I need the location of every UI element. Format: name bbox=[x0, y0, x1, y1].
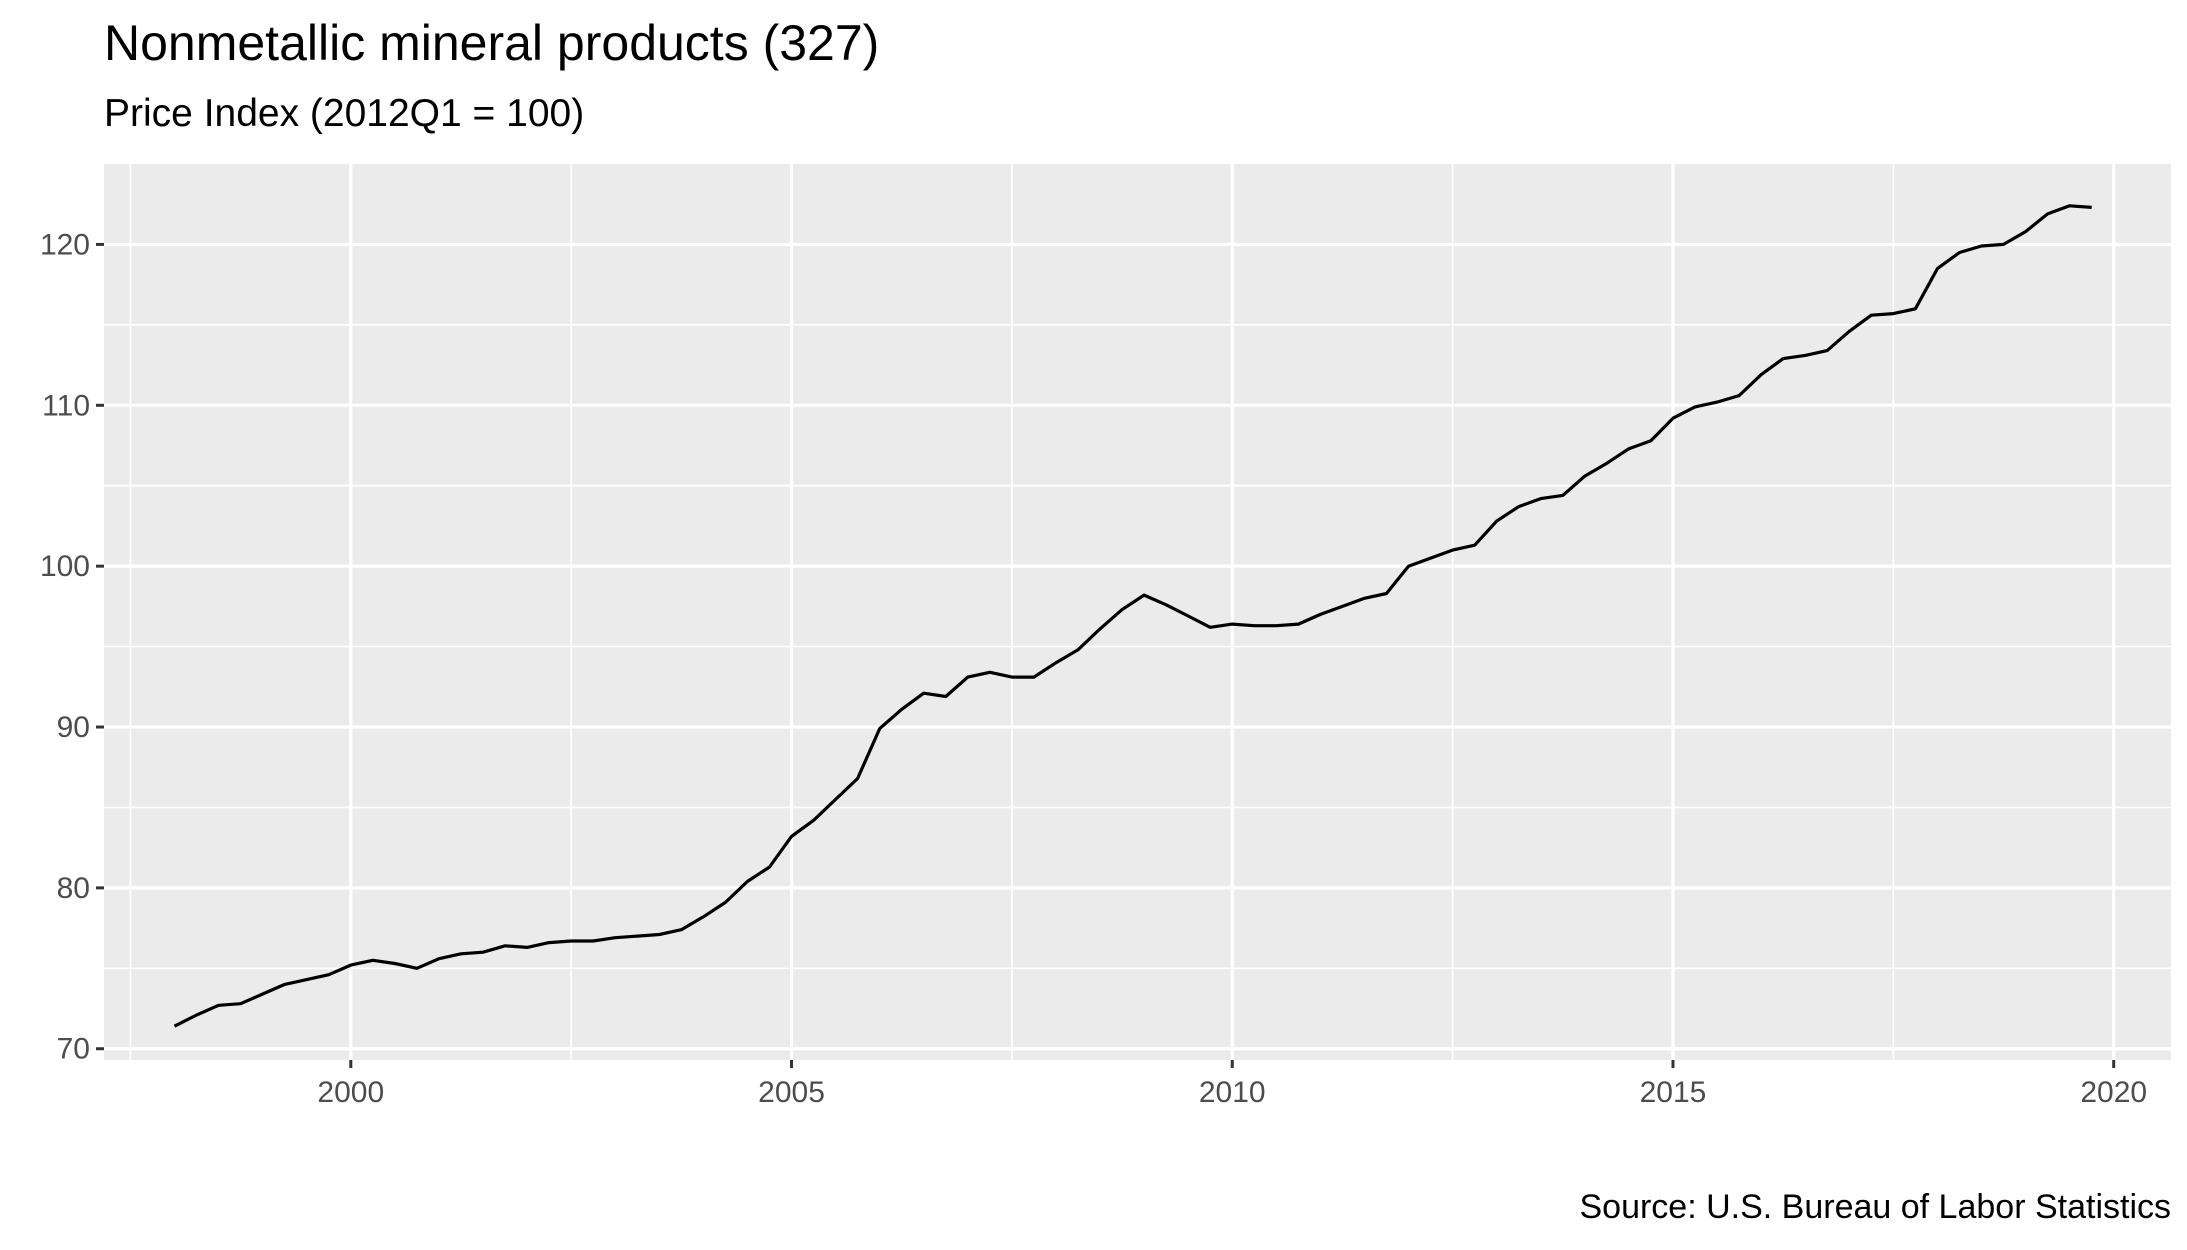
y-tick-label: 80 bbox=[57, 872, 90, 905]
series-line-1 bbox=[173, 204, 2092, 1028]
x-tick-label: 2020 bbox=[2080, 1076, 2147, 1109]
y-tick-label: 90 bbox=[57, 711, 90, 744]
x-axis: 2000 2005 2010 2015 2020 bbox=[317, 1060, 2147, 1109]
y-tick-label: 120 bbox=[40, 228, 90, 261]
y-tick-label: 70 bbox=[57, 1033, 90, 1066]
x-tick-label: 2010 bbox=[1199, 1076, 1266, 1109]
y-tick-label: 100 bbox=[40, 550, 90, 583]
x-tick-label: 2015 bbox=[1640, 1076, 1707, 1109]
source-caption: Source: U.S. Bureau of Labor Statistics bbox=[1579, 1188, 2171, 1226]
y-axis: 70 80 90 100 110 120 bbox=[40, 228, 104, 1066]
major-gridlines bbox=[104, 164, 2171, 1060]
series-layer bbox=[173, 204, 2092, 1028]
x-tick-label: 2000 bbox=[317, 1076, 384, 1109]
plot-panel bbox=[104, 164, 2171, 1060]
chart-title: Nonmetallic mineral products (327) bbox=[104, 15, 880, 71]
chart-subtitle: Price Index (2012Q1 = 100) bbox=[104, 92, 585, 135]
y-tick-label: 110 bbox=[42, 389, 90, 422]
x-tick-label: 2005 bbox=[758, 1076, 825, 1109]
